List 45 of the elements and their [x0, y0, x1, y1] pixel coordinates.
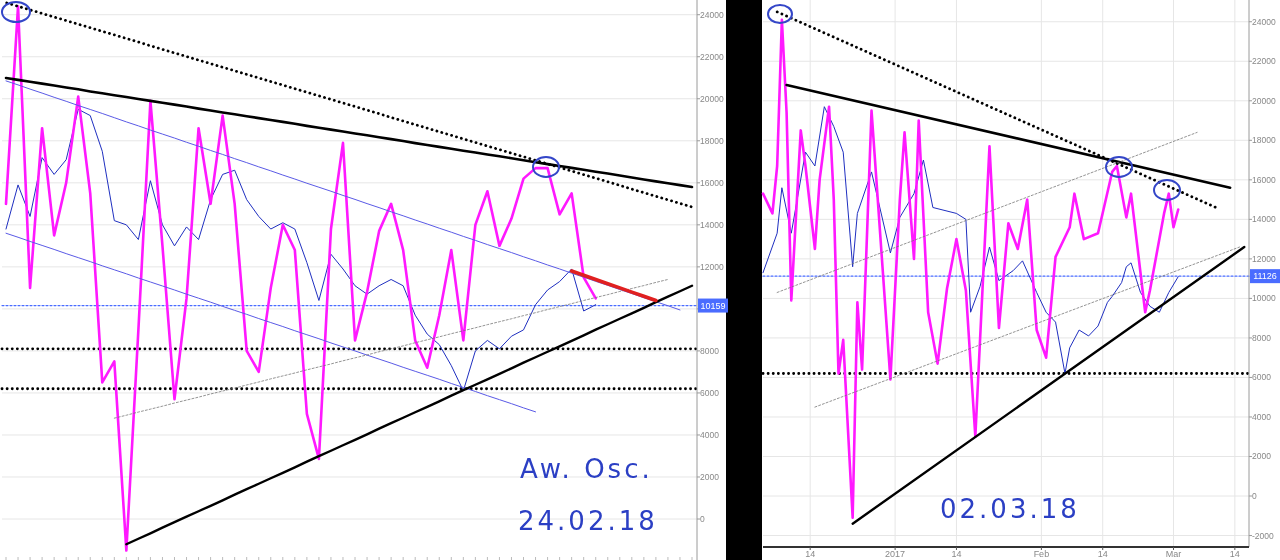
ref-line-label: 11126: [1253, 271, 1277, 282]
y-tick-label: 18000: [700, 135, 724, 146]
y-tick-label: 20000: [700, 93, 724, 104]
y-tick-label: 6000: [1252, 372, 1272, 383]
ref-line-label: 10159: [700, 300, 726, 311]
annotation: 24.02.18: [518, 506, 658, 536]
y-tick-label: 16000: [1252, 174, 1276, 185]
y-tick-label: 14000: [700, 219, 724, 230]
line-series: [5, 80, 681, 311]
x-tick-label: 14: [1229, 549, 1240, 559]
line-series: [762, 106, 1179, 374]
y-tick-label: 16000: [700, 177, 724, 188]
y-tick-label: 12000: [1252, 253, 1276, 264]
y-tick-label: 0: [700, 514, 705, 524]
x-tick-label: 14: [805, 549, 816, 559]
y-tick-label: 4000: [700, 429, 720, 440]
annotation: 02.03.18: [940, 494, 1080, 524]
y-tick-label: 8000: [700, 345, 720, 356]
y-tick-label: 8000: [1252, 332, 1272, 343]
y-tick-label: -2000: [1252, 530, 1275, 541]
y-tick-label: 2000: [700, 471, 720, 482]
y-tick-label: 20000: [1252, 95, 1276, 106]
x-tick-label: 14: [951, 549, 962, 559]
y-tick-label: 22000: [1252, 56, 1276, 67]
x-tick-label: Feb: [1033, 549, 1050, 559]
x-tick-label: 2017: [885, 549, 906, 559]
y-tick-label: 22000: [700, 51, 724, 62]
y-tick-label: 24000: [1252, 16, 1276, 27]
y-tick-label: 18000: [1252, 135, 1276, 146]
y-tick-label: 4000: [1252, 411, 1272, 422]
annotation: Aw. Osc.: [520, 454, 653, 484]
y-tick-label: 10000: [1252, 293, 1276, 304]
line-series: [569, 269, 658, 303]
y-tick-label: 24000: [700, 9, 724, 20]
line-series: [113, 279, 669, 419]
y-tick-label: 2000: [1252, 451, 1272, 462]
y-tick-label: 6000: [700, 387, 720, 398]
y-tick-label: 0: [1252, 490, 1257, 501]
line-series: [761, 18, 1180, 520]
line-series: [5, 232, 537, 413]
y-tick-label: 14000: [1252, 214, 1276, 225]
y-tick-label: 12000: [700, 261, 724, 272]
x-tick-label: Mar: [1165, 549, 1182, 559]
line-series: [5, 108, 597, 392]
x-tick-label: 14: [1097, 549, 1108, 559]
